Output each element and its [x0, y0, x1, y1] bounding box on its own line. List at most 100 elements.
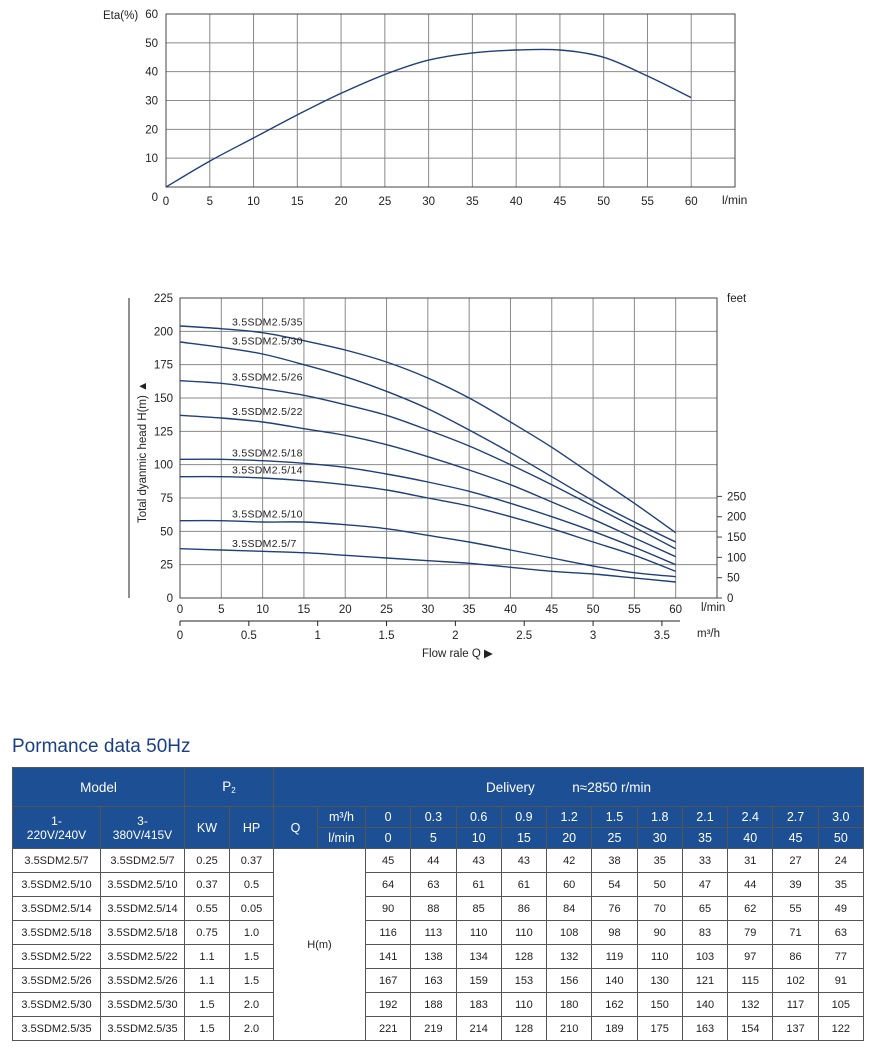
head-x-unit-m3h: m³/h — [697, 628, 720, 640]
head-x-tick-label: 25 — [380, 604, 393, 616]
head-value-cell: 27 — [772, 848, 819, 873]
model-three-phase-cell: 3.5SDM2.5/7 — [100, 848, 185, 873]
efficiency-chart: Eta(%) l/min 0 5 10 15 20 25 30 35 40 45 50 55 60 0 10… — [103, 9, 747, 208]
head-value-cell: 98 — [591, 920, 638, 945]
lmin-value: 15 — [500, 827, 548, 849]
lmin-value: 50 — [817, 827, 865, 849]
head-value-cell: 42 — [546, 848, 593, 873]
eff-x-tick-label: 60 — [685, 196, 698, 208]
hp-cell: 1.5 — [229, 944, 274, 969]
head-value-cell: 79 — [727, 920, 774, 945]
head-x-tick-label: 30 — [421, 604, 434, 616]
head-value-cell: 183 — [455, 992, 502, 1017]
eff-grid — [165, 13, 736, 188]
head-x-tick-label: 20 — [339, 604, 352, 616]
model-header: Model — [12, 767, 185, 807]
feet-tick-label: 250 — [727, 491, 746, 503]
m3h-tick-label: 2 — [452, 630, 458, 642]
m3h-label: m³/h — [317, 806, 366, 828]
head-curve-label: 3.5SDM2.5/10 — [232, 509, 303, 521]
feet-tick-label: 0 — [727, 593, 733, 605]
single-phase-header: 1- 220V/240V — [12, 806, 101, 849]
model-single-phase-cell: 3.5SDM2.5/10 — [12, 872, 101, 897]
hp-cell: 2.0 — [229, 1016, 274, 1041]
head-value-cell: 84 — [546, 896, 593, 921]
eff-y-tick-label: 30 — [145, 96, 158, 108]
lmin-value: 5 — [410, 827, 457, 849]
head-value-cell: 54 — [591, 872, 638, 897]
head-x-tick-label: 45 — [545, 604, 558, 616]
kw-cell: 1.1 — [184, 968, 230, 993]
head-value-cell: 76 — [591, 896, 638, 921]
feet-tick-label: 150 — [727, 532, 746, 544]
eff-x-tick-label: 5 — [207, 196, 213, 208]
m3h-tick-label: 1 — [314, 630, 320, 642]
m3h-value: 1.8 — [636, 806, 683, 828]
head-value-cell: 180 — [546, 992, 593, 1017]
head-value-cell: 44 — [727, 872, 774, 897]
kw-cell: 1.5 — [184, 992, 230, 1017]
head-value-cell: 61 — [500, 872, 548, 897]
head-y-tick-label: 225 — [154, 293, 173, 305]
model-single-phase-cell: 3.5SDM2.5/35 — [12, 1016, 101, 1041]
head-value-cell: 86 — [772, 944, 819, 969]
model-three-phase-cell: 3.5SDM2.5/10 — [100, 872, 185, 897]
head-x-tick-label: 60 — [669, 604, 682, 616]
head-value-cell: 105 — [817, 992, 865, 1017]
m3h-value: 0.9 — [500, 806, 548, 828]
head-value-cell: 116 — [364, 920, 412, 945]
lmin-value: 35 — [681, 827, 729, 849]
kw-cell: 0.75 — [184, 920, 230, 945]
eff-y-tick-label: 60 — [145, 9, 158, 21]
section-title: Pormance data 50Hz — [12, 736, 191, 757]
head-x-tick-label: 55 — [628, 604, 641, 616]
eff-x-tick-label: 20 — [335, 196, 348, 208]
head-y-tick-label: 25 — [160, 560, 173, 572]
head-value-cell: 91 — [817, 968, 865, 993]
kw-cell: 0.37 — [184, 872, 230, 897]
kw-cell: 0.25 — [184, 848, 230, 873]
m3h-value: 2.7 — [772, 806, 819, 828]
table-row: 3.5SDM2.5/22 3.5SDM2.5/22 1.1 1.5 141 138 134 1… — [12, 944, 865, 969]
hp-cell: 1.5 — [229, 968, 274, 993]
feet-tick-label: 50 — [727, 573, 740, 585]
m3h-tick-label: 2.5 — [516, 630, 532, 642]
head-y-tick-label: 150 — [154, 393, 173, 405]
hp-header: HP — [229, 806, 274, 849]
head-x-tick-label: 50 — [587, 604, 600, 616]
head-value-cell: 138 — [410, 944, 457, 969]
head-curve-label: 3.5SDM2.5/18 — [232, 447, 303, 459]
table-row: 3.5SDM2.5/18 3.5SDM2.5/18 0.75 1.0 116 113 110… — [12, 920, 865, 945]
feet-tick-label: 200 — [727, 512, 746, 524]
head-value-cell: 55 — [772, 896, 819, 921]
flow-rate-label: Flow rale Q ▶ — [422, 648, 493, 660]
m3h-value: 0.6 — [455, 806, 502, 828]
head-value-cell: 167 — [364, 968, 412, 993]
eff-x-tick-label: 55 — [641, 196, 654, 208]
table-row: 3.5SDM2.5/14 3.5SDM2.5/14 0.55 0.05 90 88 85 86… — [12, 896, 865, 921]
head-value-cell: 134 — [455, 944, 502, 969]
model-single-phase-cell: 3.5SDM2.5/14 — [12, 896, 101, 921]
head-value-cell: 141 — [364, 944, 412, 969]
head-x-tick-label: 5 — [218, 604, 224, 616]
head-value-cell: 90 — [364, 896, 412, 921]
head-value-cell: 39 — [772, 872, 819, 897]
eff-x-tick-label: 45 — [554, 196, 567, 208]
head-value-cell: 150 — [636, 992, 683, 1017]
head-curve — [179, 325, 677, 534]
head-curve — [179, 341, 677, 543]
head-y-tick-label: 100 — [154, 460, 173, 472]
m3h-tick-label: 3 — [590, 630, 596, 642]
model-single-phase-cell: 3.5SDM2.5/26 — [12, 968, 101, 993]
head-value-cell: 122 — [817, 1016, 865, 1041]
head-value-cell: 210 — [546, 1016, 593, 1041]
model-three-phase-cell: 3.5SDM2.5/30 — [100, 992, 185, 1017]
m3h-tick-label: 1.5 — [379, 630, 395, 642]
head-curve-label: 3.5SDM2.5/14 — [232, 465, 303, 477]
eff-y-tick-label: 50 — [145, 38, 158, 50]
head-value-cell: 153 — [500, 968, 548, 993]
head-value-cell: 61 — [455, 872, 502, 897]
model-single-phase-cell: 3.5SDM2.5/18 — [12, 920, 101, 945]
head-y-tick-label: 75 — [160, 493, 173, 505]
head-curve — [179, 414, 676, 558]
